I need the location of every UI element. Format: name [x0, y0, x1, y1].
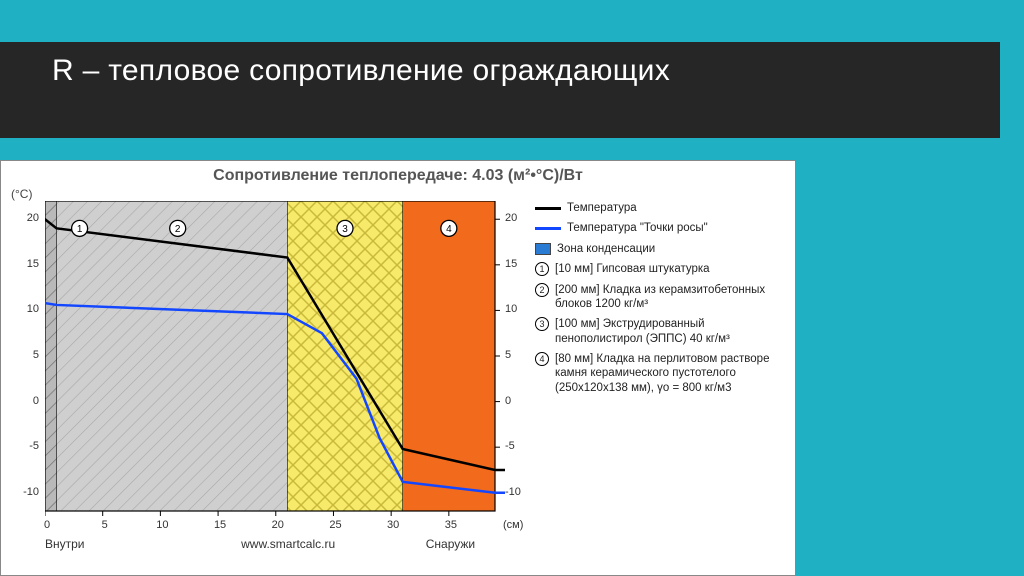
- svg-text:3: 3: [342, 224, 348, 235]
- x-tick: 20: [268, 519, 288, 531]
- y-tick: -5: [15, 440, 39, 452]
- y2-tick: 20: [505, 212, 517, 224]
- y-tick: 15: [15, 258, 39, 270]
- y-tick: 5: [15, 349, 39, 361]
- svg-text:4: 4: [446, 224, 452, 235]
- legend: Температура Температура "Точки росы" Зона …: [535, 201, 785, 401]
- y2-tick: -10: [505, 486, 521, 498]
- x-tick: 0: [37, 519, 57, 531]
- legend-series: Температура: [535, 201, 785, 215]
- below-label: Снаружи: [426, 537, 475, 551]
- layer-1: [45, 201, 57, 511]
- legend-layer: 4[80 мм] Кладка на перлитовом растворе к…: [535, 352, 785, 395]
- y2-tick: 5: [505, 349, 511, 361]
- plot: 1 2 3 4: [45, 201, 505, 521]
- x-tick: 35: [441, 519, 461, 531]
- title-band: R – тепловое сопротивление ограждающих: [0, 42, 1000, 138]
- legend-layer: 3[100 мм] Экструдированный пенополистиро…: [535, 317, 785, 346]
- legend-layer: 2[200 мм] Кладка из керамзитобетонных бл…: [535, 283, 785, 312]
- layer-3: [287, 201, 402, 511]
- x-tick: 10: [152, 519, 172, 531]
- legend-series: Зона конденсации: [535, 242, 785, 256]
- chart-panel: Сопротивление теплопередаче: 4.03 (м²•°С…: [0, 160, 796, 576]
- svg-text:1: 1: [77, 224, 83, 235]
- y2-tick: 10: [505, 303, 517, 315]
- x-axis-unit: (см): [503, 519, 523, 531]
- x-tick: 5: [95, 519, 115, 531]
- x-tick: 15: [210, 519, 230, 531]
- page-title: R – тепловое сопротивление ограждающих: [52, 52, 1000, 90]
- legend-layer: 1[10 мм] Гипсовая штукатурка: [535, 262, 785, 276]
- layer-2: [57, 201, 288, 511]
- y-tick: -10: [15, 486, 39, 498]
- below-label: www.smartcalc.ru: [241, 537, 335, 551]
- y2-tick: 0: [505, 395, 511, 407]
- y2-tick: 15: [505, 258, 517, 270]
- chart-area: (°С) 1234 -10-505101520 -10-505101520 05…: [45, 201, 785, 551]
- y-tick: 20: [15, 212, 39, 224]
- x-tick: 30: [383, 519, 403, 531]
- y-axis-label: (°С): [11, 187, 32, 201]
- y-tick: 10: [15, 303, 39, 315]
- svg-text:2: 2: [175, 224, 181, 235]
- chart-title: Сопротивление теплопередаче: 4.03 (м²•°С…: [1, 161, 795, 187]
- layer-4: [403, 201, 495, 511]
- y2-tick: -5: [505, 440, 515, 452]
- below-label: Внутри: [45, 537, 85, 551]
- x-tick: 25: [325, 519, 345, 531]
- y-tick: 0: [15, 395, 39, 407]
- legend-series: Температура "Точки росы": [535, 221, 785, 235]
